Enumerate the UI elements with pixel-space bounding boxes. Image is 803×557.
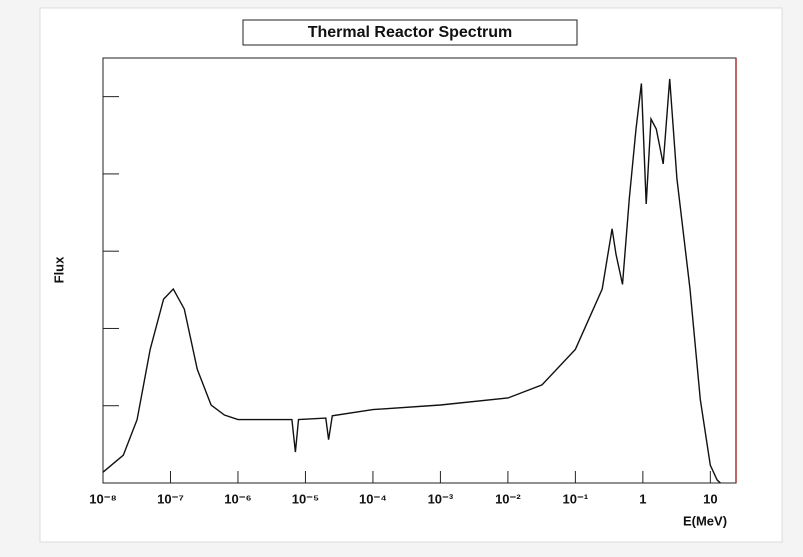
x-tick-label: 10⁻⁷ — [157, 491, 184, 506]
y-axis-title: Flux — [51, 256, 66, 283]
x-tick-label: 10⁻⁴ — [359, 491, 387, 506]
x-tick-label: 10⁻¹ — [563, 491, 589, 506]
data-line — [102, 78, 721, 484]
x-tick-label: 10 — [703, 491, 717, 506]
x-tick-label: 10⁻⁸ — [89, 491, 116, 506]
x-tick-label: 10⁻⁵ — [292, 491, 319, 506]
x-tick-label: 10⁻² — [495, 491, 521, 506]
x-tick-label: 10⁻³ — [428, 491, 454, 506]
x-tick-label: 1 — [639, 491, 646, 506]
canvas-frame — [39, 7, 783, 543]
title-box — [242, 19, 578, 46]
x-tick-label: 10⁻⁶ — [224, 491, 251, 506]
x-axis-title: E(MeV) — [683, 513, 727, 528]
chart-title: Thermal Reactor Spectrum — [308, 24, 513, 41]
